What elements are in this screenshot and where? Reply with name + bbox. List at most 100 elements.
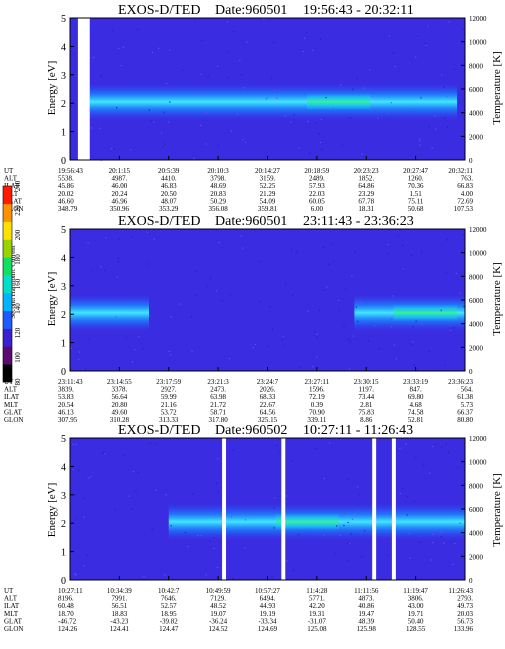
- panel-1-speckle: [362, 87, 364, 89]
- panel-2-cell-ut: 23:11:43: [58, 378, 83, 386]
- panel-3-cell-glat: 50.40: [408, 617, 424, 625]
- panel-2-speckle: [393, 344, 395, 346]
- panel-2-speckle: [421, 324, 423, 326]
- panel-2-speckle: [115, 316, 117, 318]
- panel-2-ytick-right-label: 8000: [469, 273, 484, 281]
- panel-2-cell-glat: 75.83: [358, 408, 374, 416]
- panel-3-cell-mlt: 19.47: [358, 610, 374, 618]
- panel-1-cell-glon: 356.08: [209, 205, 229, 213]
- panel-3-speckle: [323, 534, 325, 536]
- panel-1-speckle: [153, 121, 155, 123]
- panel-3-speckle: [155, 489, 157, 491]
- panel-1-speckle: [428, 126, 430, 128]
- panel-3-speckle: [75, 574, 77, 576]
- spectrogram-panel-3: EXOS-D/TED Date:960502 10:27:11 - 11:26:…: [4, 423, 503, 633]
- panel-1-cell-ut: 20:14:27: [255, 167, 280, 175]
- panel-3-cell-glat: 48.39: [358, 617, 374, 625]
- colorbar-swatch: [3, 203, 12, 222]
- panel-1-speckle: [433, 18, 435, 20]
- panel-3-cell-alt: 8196.: [58, 595, 74, 603]
- panel-3-speckle: [405, 443, 407, 445]
- panel-2-cell-ut: 23:24:7: [257, 378, 279, 386]
- panel-1-ylabel-right: Temperature [K]: [491, 51, 503, 124]
- panel-3-speckle: [351, 518, 353, 520]
- panel-3-data-gap-1: [222, 438, 227, 580]
- panel-2-speckle: [402, 244, 404, 247]
- panel-1-cell-ilat: 52.25: [260, 182, 276, 190]
- panel-2-cell-glat: 70.90: [309, 408, 325, 416]
- panel-1-cell-glat: 54.09: [260, 197, 276, 205]
- panel-2-speckle: [105, 237, 107, 239]
- panel-1-speckle: [448, 21, 450, 23]
- panel-1-row-label-alt: ALT: [4, 175, 18, 183]
- panel-1-speckle: [116, 107, 118, 109]
- panel-1-speckle: [130, 149, 132, 151]
- panel-1-ytick-label: 1: [61, 128, 66, 139]
- panel-3-speckle: [399, 447, 401, 449]
- panel-3-cell-mlt: 19.31: [309, 610, 325, 618]
- panel-2-speckle: [87, 242, 89, 244]
- panel-1-speckle: [239, 59, 241, 62]
- panel-3-ytick-right-label: 4000: [469, 530, 484, 538]
- panel-1-cell-ut: 19:56:43: [58, 167, 83, 175]
- panel-3-cell-glat: -33.34: [258, 617, 277, 625]
- spectrogram-panel-2: EXOS-D/TED Date:960501 23:11:43 - 23:36:…: [4, 214, 503, 424]
- panel-3-cell-ilat: 56.51: [112, 602, 128, 610]
- panel-1-speckle: [304, 37, 306, 39]
- panel-2-speckle: [118, 238, 120, 240]
- panel-3-speckle: [440, 536, 442, 538]
- panel-2-speckle: [312, 366, 314, 368]
- panel-2-speckle: [153, 238, 155, 240]
- colorbar-tick-label: 120: [14, 327, 22, 338]
- panel-3-speckle: [406, 514, 408, 516]
- panel-2-speckle: [282, 335, 284, 337]
- panel-1-ytick-label: 3: [61, 71, 66, 82]
- panel-2-speckle: [242, 247, 244, 249]
- panel-3-speckle: [432, 542, 434, 544]
- panel-3-speckle: [83, 516, 85, 518]
- panel-1-cell-ut: 20:10:3: [207, 167, 229, 175]
- panel-1-speckle: [241, 74, 243, 76]
- panel-1-speckle: [236, 113, 239, 115]
- panel-1-cell-mlt: 20.50: [161, 190, 177, 198]
- panel-1-cell-mlt: 20.02: [58, 190, 74, 198]
- panel-3-speckle: [298, 534, 300, 536]
- panel-3-speckle: [363, 530, 366, 532]
- panel-3-cell-glon: 124.47: [159, 625, 179, 633]
- panel-2-speckle: [326, 286, 328, 288]
- panel-2-speckle: [463, 305, 465, 308]
- panel-2-cell-ilat: 72.19: [309, 393, 325, 401]
- panel-2-speckle: [440, 310, 442, 312]
- colorbar-label: Second Harmonic Current: [9, 245, 17, 319]
- panel-2-speckle: [87, 338, 89, 340]
- panel-2-speckle: [221, 300, 223, 302]
- panel-3-speckle: [406, 495, 408, 498]
- panel-1-speckle: [307, 120, 309, 122]
- panel-1-cell-glat: 72.69: [457, 197, 473, 205]
- panel-2-speckle: [271, 328, 273, 330]
- panel-2-speckle: [450, 330, 452, 332]
- panel-1-speckle: [217, 145, 219, 147]
- panel-2-cell-mlt: 0.39: [311, 401, 324, 409]
- panel-1-speckle: [168, 121, 170, 123]
- panel-2-cell-glat: 53.72: [161, 408, 177, 416]
- panel-2-cell-alt: 564.: [461, 386, 474, 394]
- panel-3-speckle: [75, 517, 77, 519]
- panel-3-speckle: [454, 543, 456, 545]
- colorbar-frame: [2, 185, 13, 383]
- colorbar-swatch: [3, 221, 12, 240]
- panel-1-speckle: [93, 56, 95, 58]
- colorbar-tick-label: 100: [14, 352, 22, 363]
- colorbar-tick-label: 180: [14, 254, 22, 265]
- panel-3-speckle: [217, 458, 219, 460]
- panel-1-speckle: [290, 121, 292, 123]
- panel-3-speckle: [430, 559, 432, 561]
- panel-2-speckle: [291, 249, 293, 251]
- panel-2-speckle: [345, 288, 347, 290]
- panel-1-cell-alt: 4987.: [112, 175, 128, 183]
- panel-1-speckle: [194, 18, 196, 20]
- panel-1-speckle: [425, 44, 427, 46]
- panel-2-cell-glon: 310.28: [110, 416, 130, 424]
- panel-2-speckle: [392, 295, 394, 297]
- panel-2-speckle: [412, 341, 414, 343]
